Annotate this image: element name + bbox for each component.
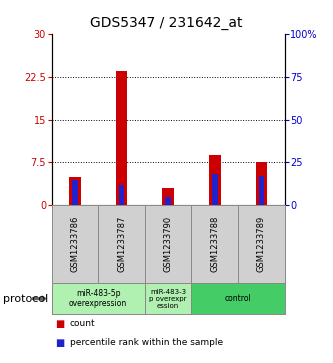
Bar [166, 197, 171, 205]
Text: GSM1233787: GSM1233787 [117, 216, 126, 272]
Text: miR-483-3
p overexpr
ession: miR-483-3 p overexpr ession [150, 289, 187, 309]
Bar [209, 155, 220, 205]
Text: GSM1233788: GSM1233788 [210, 216, 219, 272]
Text: GSM1233790: GSM1233790 [164, 216, 173, 272]
Text: miR-483-5p
overexpression: miR-483-5p overexpression [69, 289, 127, 308]
Bar [259, 176, 264, 205]
Text: GSM1233786: GSM1233786 [70, 216, 80, 272]
Bar [162, 188, 174, 205]
Text: control: control [225, 294, 251, 303]
Bar [72, 179, 78, 205]
Text: ■: ■ [55, 338, 64, 348]
Bar [116, 72, 127, 205]
Bar [212, 174, 217, 205]
Bar [69, 177, 81, 205]
Text: GSM1233789: GSM1233789 [257, 216, 266, 272]
Bar [256, 163, 267, 205]
Text: percentile rank within the sample: percentile rank within the sample [70, 338, 223, 347]
Text: GDS5347 / 231642_at: GDS5347 / 231642_at [90, 16, 243, 30]
Text: ■: ■ [55, 319, 64, 330]
Text: count: count [70, 319, 96, 329]
Text: protocol: protocol [3, 294, 49, 303]
Bar [119, 185, 124, 205]
